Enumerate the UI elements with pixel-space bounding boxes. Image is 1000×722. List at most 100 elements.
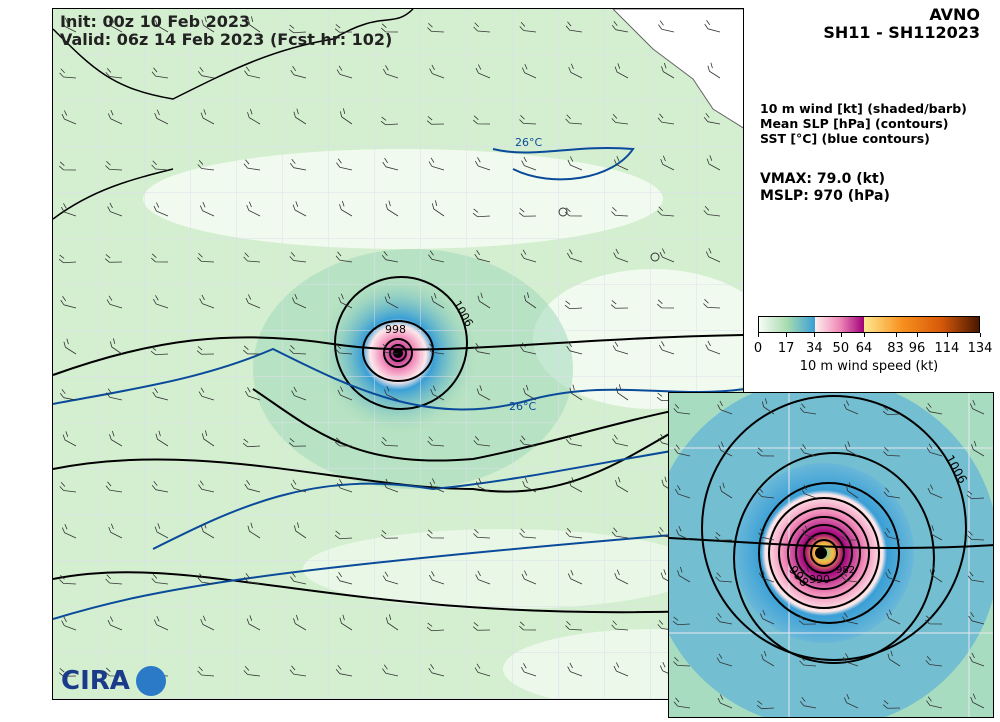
wind-barb xyxy=(62,17,77,33)
wind-barb xyxy=(757,487,775,499)
wind-barb xyxy=(246,201,261,217)
wind-barb xyxy=(705,247,721,263)
wind-barb xyxy=(246,615,261,631)
wind-barb xyxy=(108,523,123,539)
wind-barb xyxy=(58,161,77,171)
wind-barb xyxy=(803,566,817,583)
colorbar-segment xyxy=(864,317,979,332)
mslp: MSLP: 970 (hPa) xyxy=(760,188,890,204)
wind-barb xyxy=(706,155,721,171)
wind-barb xyxy=(198,480,215,493)
wind-barb xyxy=(384,293,399,309)
wind-barb xyxy=(198,387,215,401)
wind-barb xyxy=(611,113,629,125)
wind-barb xyxy=(59,68,77,79)
wind-barb xyxy=(293,108,307,125)
wind-barb xyxy=(197,159,215,171)
wind-barb xyxy=(716,653,733,667)
wind-barb xyxy=(104,254,123,263)
wind-barb xyxy=(429,64,445,79)
colorbar-tick-label: 134 xyxy=(967,341,993,356)
wind-barb xyxy=(200,109,215,125)
wind-barb xyxy=(473,529,491,539)
sst-label: 26°C xyxy=(509,400,536,413)
wind-barb xyxy=(674,444,691,457)
wind-barb xyxy=(523,292,537,309)
wind-barb xyxy=(926,696,943,709)
wind-barb xyxy=(518,208,537,217)
wind-barb xyxy=(611,527,629,539)
wind-barb xyxy=(969,399,985,415)
wind-barb xyxy=(672,616,691,626)
wind-barb xyxy=(715,572,733,583)
wind-barb xyxy=(799,403,817,415)
wind-barb xyxy=(677,566,691,583)
island-marker xyxy=(650,252,660,262)
wind-barb xyxy=(293,614,307,631)
wind-barb xyxy=(201,430,215,447)
wind-barb xyxy=(59,481,77,493)
wind-barb xyxy=(60,203,77,217)
wind-barb xyxy=(520,663,537,677)
storm-center-icon xyxy=(815,547,827,559)
wind-barb xyxy=(568,63,583,79)
wind-barb xyxy=(756,700,775,710)
wind-barb xyxy=(151,67,169,79)
wind-barb xyxy=(611,20,629,33)
wind-barb xyxy=(196,346,215,355)
wind-barb xyxy=(197,253,215,263)
wind-barb xyxy=(968,612,985,625)
colorbar-label: 10 m wind speed (kt) xyxy=(799,359,939,374)
wind-barb xyxy=(288,438,307,447)
colorbar-tick-label: 83 xyxy=(887,341,904,356)
wind-barb xyxy=(151,480,169,493)
wind-barb xyxy=(336,65,353,79)
wind-barb xyxy=(197,66,215,79)
wind-barb xyxy=(885,568,901,583)
colorbar-segment xyxy=(759,317,815,332)
wind-barb xyxy=(564,300,583,310)
legend-sst: SST [°C] (blue contours) xyxy=(760,131,930,146)
colorbar-tick-label: 17 xyxy=(777,341,795,356)
colorbar-tick-label: 96 xyxy=(908,341,926,356)
wind-barb xyxy=(473,435,491,447)
wind-barb xyxy=(243,572,261,585)
wind-barb xyxy=(843,400,859,415)
wind-barb xyxy=(105,161,123,171)
wind-barb xyxy=(568,477,583,493)
wind-barb xyxy=(842,653,859,667)
sst-contours xyxy=(53,146,743,620)
wind-barb xyxy=(565,21,583,33)
wind-barb xyxy=(613,248,629,263)
wind-barb xyxy=(882,700,901,709)
wind-barb xyxy=(523,384,537,401)
colorbar-tick-mark xyxy=(980,333,981,337)
wind-barb xyxy=(569,384,583,401)
ramm-logo xyxy=(136,666,166,696)
wind-barb xyxy=(59,575,77,585)
wind-barb xyxy=(714,532,733,541)
wind-barb xyxy=(291,386,307,401)
wind-barb xyxy=(108,17,123,33)
wind-barb xyxy=(247,108,261,125)
wind-barb xyxy=(473,342,491,355)
wind-barb xyxy=(243,665,261,677)
wind-barb xyxy=(58,254,77,264)
init-time: Init: 00z 10 Feb 2023 xyxy=(60,12,251,31)
wind-barb xyxy=(288,24,307,34)
wind-barb xyxy=(758,569,775,583)
wind-barb xyxy=(429,478,445,493)
wind-barb xyxy=(59,388,77,401)
wind-barb xyxy=(929,566,943,583)
wind-barb xyxy=(334,437,353,447)
wind-barb xyxy=(884,528,901,541)
wind-barb xyxy=(673,403,691,415)
wind-barb xyxy=(719,482,733,499)
colorbar xyxy=(758,316,980,333)
wind-barb xyxy=(475,64,491,79)
wind-barb xyxy=(675,525,691,541)
wind-barb xyxy=(613,662,629,677)
wind-barb xyxy=(106,388,123,401)
wind-barb xyxy=(243,159,261,171)
coastline xyxy=(53,9,414,100)
